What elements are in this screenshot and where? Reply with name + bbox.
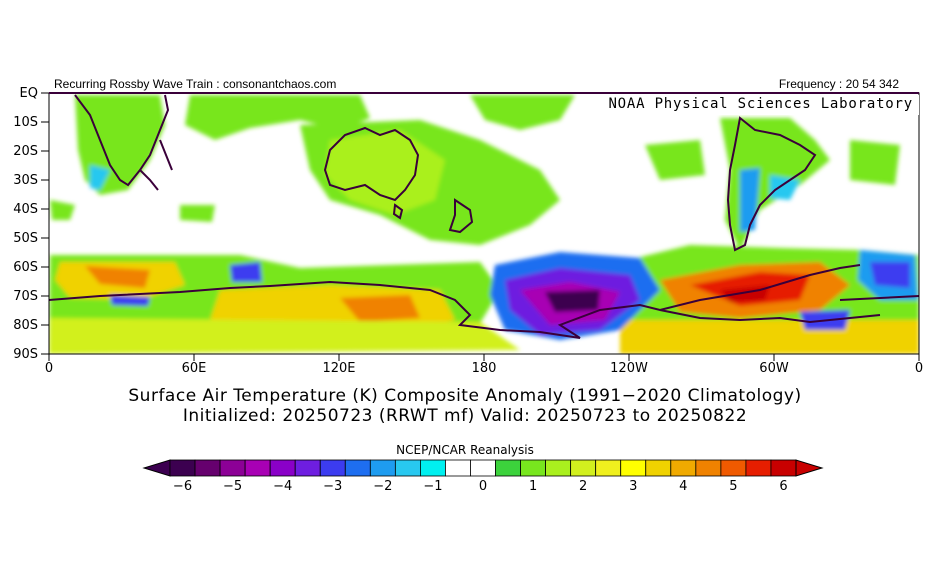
axis-ticks (41, 92, 920, 361)
colorbar-label: 0 (478, 479, 488, 494)
lon-label: 60E (181, 361, 207, 376)
source-label: Recurring Rossby Wave Train : consonantc… (54, 77, 337, 91)
lon-label: 0 (44, 361, 54, 376)
map-title: Surface Air Temperature (K) Composite An… (128, 386, 802, 406)
colorbar-label: −2 (373, 479, 393, 494)
map-subtitle: Initialized: 20250723 (RRWT mf) Valid: 2… (182, 406, 748, 426)
credit-box (600, 95, 919, 115)
colorbar-label: −6 (172, 479, 193, 494)
lat-label: 10S (13, 115, 38, 130)
colorbar-arrow-right (795, 459, 824, 477)
colorbar-label: 5 (729, 479, 738, 494)
colorbar-swatch (169, 459, 196, 477)
colorbar-swatch (720, 459, 747, 477)
lon-label: 120E (322, 361, 356, 376)
colorbar-swatch (445, 459, 471, 477)
colorbar-swatch (219, 459, 246, 477)
colorbar-swatches (142, 459, 824, 477)
lon-label: 180 (471, 361, 497, 376)
lon-label: 120W (610, 361, 648, 376)
colorbar-swatch (670, 459, 697, 477)
colorbar-label: 2 (579, 479, 588, 494)
colorbar-swatch (645, 459, 672, 477)
colorbar-swatch (520, 459, 546, 477)
lat-label: 20S (13, 144, 38, 159)
colorbar-swatch (470, 459, 496, 477)
frequency-label: Frequency : 20 54 342 (778, 77, 899, 91)
lat-label: 70S (13, 289, 38, 304)
colorbar-arrow-left (142, 459, 171, 477)
colorbar-swatch (244, 459, 271, 477)
anomaly-fields (49, 94, 919, 354)
colorbar-swatch (194, 459, 221, 477)
lat-label: 40S (13, 202, 38, 217)
colorbar-swatch (294, 459, 321, 477)
colorbar-swatch (570, 459, 597, 477)
lon-label: 60W (759, 361, 789, 376)
lat-label: 80S (13, 318, 38, 333)
colorbar-label: 3 (629, 479, 638, 494)
colorbar-swatch (394, 459, 421, 477)
colorbar-swatch (745, 459, 772, 477)
colorbar-swatch (695, 459, 722, 477)
lat-label: 30S (13, 173, 38, 188)
anomaly-map (41, 92, 920, 361)
colorbar-swatch (319, 459, 346, 477)
colorbar-swatch (419, 459, 446, 477)
colorbar-swatch (495, 459, 521, 477)
lon-label: 0 (914, 361, 924, 376)
colorbar (142, 459, 824, 477)
colorbar-label: −1 (423, 479, 443, 494)
colorbar-label: 4 (679, 479, 688, 494)
colorbar-swatch (344, 459, 371, 477)
colorbar-swatch (269, 459, 296, 477)
lat-label: 60S (13, 260, 38, 275)
colorbar-label: −5 (223, 479, 243, 494)
colorbar-label: −3 (323, 479, 343, 494)
coastlines (49, 94, 919, 339)
colorbar-label: −4 (273, 479, 293, 494)
colorbar-label: 6 (779, 479, 788, 494)
colorbar-swatch (595, 459, 622, 477)
colorbar-swatch (770, 459, 797, 477)
lat-label: 90S (13, 347, 38, 362)
colorbar-swatch (545, 459, 572, 477)
colorbar-title: NCEP/NCAR Reanalysis (396, 443, 534, 457)
lat-label: EQ (19, 86, 38, 101)
colorbar-swatch (369, 459, 396, 477)
credit-label: NOAA Physical Sciences Laboratory (608, 96, 913, 112)
lat-label: 50S (13, 231, 38, 246)
colorbar-swatch (620, 459, 647, 477)
colorbar-label: 1 (528, 479, 538, 494)
